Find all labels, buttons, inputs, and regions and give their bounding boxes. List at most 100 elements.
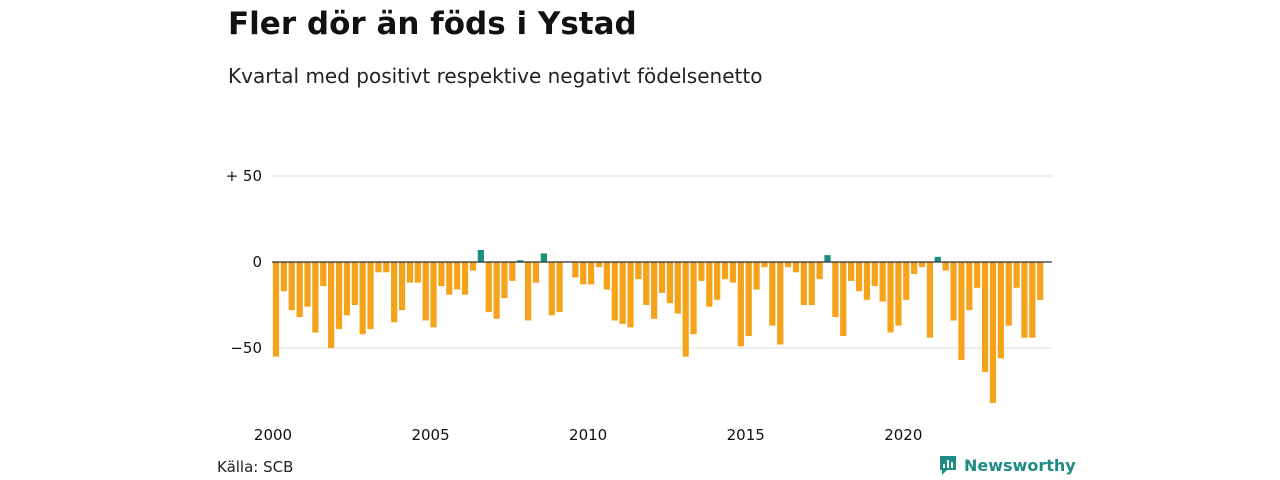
bar — [997, 262, 1004, 359]
bar — [832, 262, 839, 318]
bar — [800, 262, 807, 305]
bar — [777, 262, 784, 345]
bar — [398, 262, 406, 311]
bar — [792, 262, 800, 273]
bar — [769, 262, 776, 326]
bar — [588, 262, 595, 285]
bar — [950, 262, 957, 321]
bar — [643, 262, 650, 305]
bar — [375, 262, 382, 273]
bar — [721, 262, 729, 280]
bar — [989, 262, 997, 404]
bar — [753, 262, 760, 290]
bar — [359, 262, 366, 335]
bar — [619, 262, 626, 324]
bar — [745, 262, 752, 336]
bar — [871, 262, 878, 287]
bar — [682, 262, 689, 357]
bar — [343, 262, 350, 316]
bar — [272, 262, 280, 357]
bar — [406, 262, 414, 283]
bar — [312, 262, 319, 333]
bar — [367, 262, 374, 330]
bar — [714, 262, 721, 300]
y-tick-label: 0 — [252, 253, 262, 271]
bar — [501, 262, 508, 299]
bar — [911, 262, 918, 275]
bar — [1037, 262, 1044, 300]
bar — [493, 262, 500, 319]
brand-logo: Newsworthy — [938, 454, 1076, 476]
bar — [635, 262, 642, 280]
bar — [942, 262, 949, 271]
x-tick-label: 2020 — [884, 426, 922, 444]
source-label: Källa: SCB — [217, 458, 294, 476]
bar — [1021, 262, 1028, 338]
bar — [981, 262, 989, 373]
bar — [461, 262, 469, 295]
bar — [335, 262, 343, 330]
bar — [580, 262, 587, 285]
bar — [651, 262, 658, 319]
bar — [848, 262, 855, 281]
bar — [658, 262, 666, 293]
bar — [296, 262, 303, 318]
x-tick-label: 2015 — [727, 426, 765, 444]
chart-title: Fler dör än föds i Ystad — [228, 6, 637, 42]
y-tick-label: −50 — [230, 339, 262, 357]
bar — [517, 260, 524, 262]
bar — [879, 262, 886, 302]
bar — [603, 262, 610, 290]
x-tick-label: 2000 — [254, 426, 292, 444]
bar — [863, 262, 870, 300]
bar — [383, 262, 390, 273]
bar — [1013, 262, 1020, 288]
x-tick-label: 2005 — [411, 426, 449, 444]
bar — [761, 262, 768, 268]
bar — [1029, 262, 1036, 338]
bar — [328, 262, 335, 348]
bar — [454, 262, 461, 290]
bar — [926, 262, 934, 338]
bar — [572, 262, 579, 278]
bar — [674, 262, 681, 314]
bar — [627, 262, 634, 328]
bar — [706, 262, 713, 307]
bar — [816, 262, 823, 280]
bar — [824, 255, 831, 262]
bar — [974, 262, 981, 288]
bar — [666, 262, 674, 304]
bar — [1005, 262, 1012, 326]
bar — [414, 262, 421, 283]
bar — [556, 262, 563, 312]
bar — [611, 262, 618, 321]
bar — [887, 262, 894, 333]
bar — [690, 262, 697, 335]
bar — [532, 262, 540, 283]
bar — [320, 262, 327, 287]
bar — [548, 262, 555, 316]
bar — [729, 262, 737, 283]
bar — [477, 249, 484, 262]
y-tick-label: + 50 — [226, 167, 262, 185]
bar — [784, 262, 792, 268]
bar — [509, 262, 516, 281]
x-tick-label: 2010 — [569, 426, 607, 444]
bar — [485, 262, 492, 312]
bar — [840, 262, 847, 336]
bar — [351, 262, 358, 305]
bar — [540, 253, 547, 262]
bar — [934, 256, 941, 262]
brand-name: Newsworthy — [964, 455, 1076, 475]
chart-subtitle: Kvartal med positivt respektive negativt… — [228, 64, 763, 88]
bar — [808, 262, 815, 305]
bar — [469, 262, 477, 271]
bar — [903, 262, 910, 300]
bar — [430, 262, 437, 328]
bar — [855, 262, 863, 292]
bar — [737, 262, 744, 347]
bar — [391, 262, 398, 323]
bar — [958, 262, 965, 361]
bar — [966, 262, 973, 311]
